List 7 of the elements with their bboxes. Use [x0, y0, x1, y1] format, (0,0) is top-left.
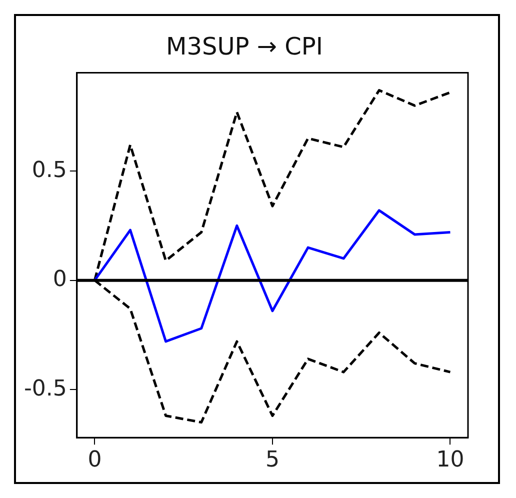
chart-title: M3SUP → CPI	[166, 32, 323, 61]
y-tick-label: 0	[52, 267, 67, 292]
x-tick-label: 5	[265, 448, 280, 473]
y-tick-label: -0.5	[24, 376, 67, 402]
y-tick-label: 0.5	[32, 158, 67, 183]
x-tick-label: 0	[88, 448, 102, 473]
x-tick-label: 10	[436, 448, 464, 473]
